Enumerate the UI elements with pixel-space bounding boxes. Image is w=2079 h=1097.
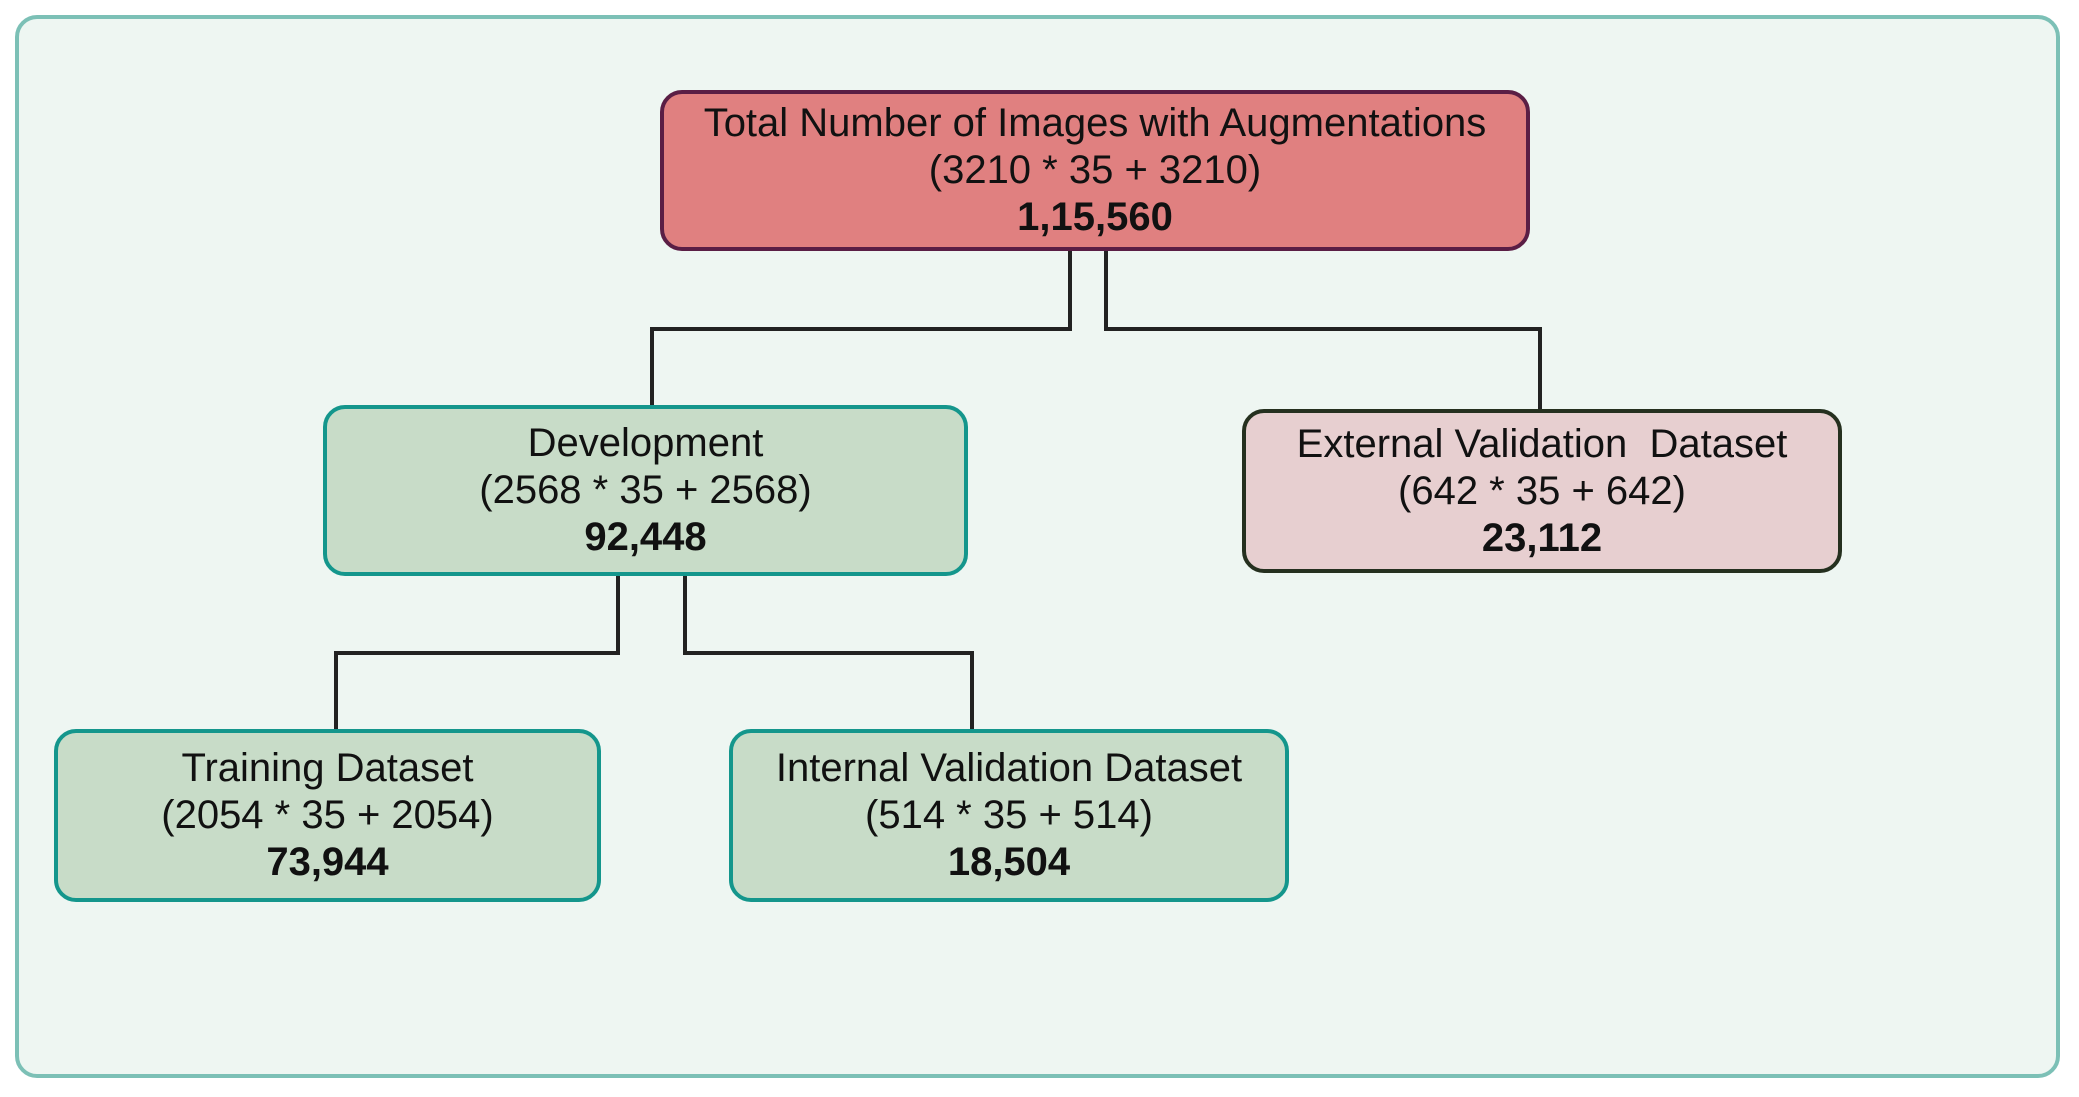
connector-development-to-training [334, 576, 620, 729]
connector-root-to-external [1104, 251, 1542, 409]
connector-development-to-internal [683, 576, 974, 729]
node-title: Development [527, 421, 764, 465]
node-title: Internal Validation Dataset [775, 746, 1243, 790]
external-validation-node: External Validation Dataset (642 * 35 + … [1242, 409, 1842, 573]
development-node: Development (2568 * 35 + 2568) 92,448 [323, 405, 968, 576]
connector-root-to-development [650, 251, 1072, 405]
node-formula: (2568 * 35 + 2568) [479, 468, 812, 512]
node-value: 92,448 [584, 515, 707, 559]
node-value: 1,15,560 [1017, 195, 1173, 239]
node-title: Training Dataset [181, 746, 474, 790]
node-title: External Validation Dataset [1296, 421, 1788, 466]
node-title: Total Number of Images with Augmentation… [703, 101, 1487, 145]
node-formula: (514 * 35 + 514) [865, 793, 1153, 837]
node-formula: (3210 * 35 + 3210) [928, 148, 1262, 192]
training-dataset-node: Training Dataset (2054 * 35 + 2054) 73,9… [54, 729, 601, 902]
node-value: 18,504 [947, 840, 1071, 884]
node-formula: (2054 * 35 + 2054) [161, 793, 494, 837]
node-formula: (642 * 35 + 642) [1398, 468, 1686, 513]
node-value: 73,944 [266, 840, 389, 884]
node-value: 23,112 [1481, 515, 1603, 560]
total-images-node: Total Number of Images with Augmentation… [660, 90, 1530, 251]
internal-validation-node: Internal Validation Dataset (514 * 35 + … [729, 729, 1289, 902]
